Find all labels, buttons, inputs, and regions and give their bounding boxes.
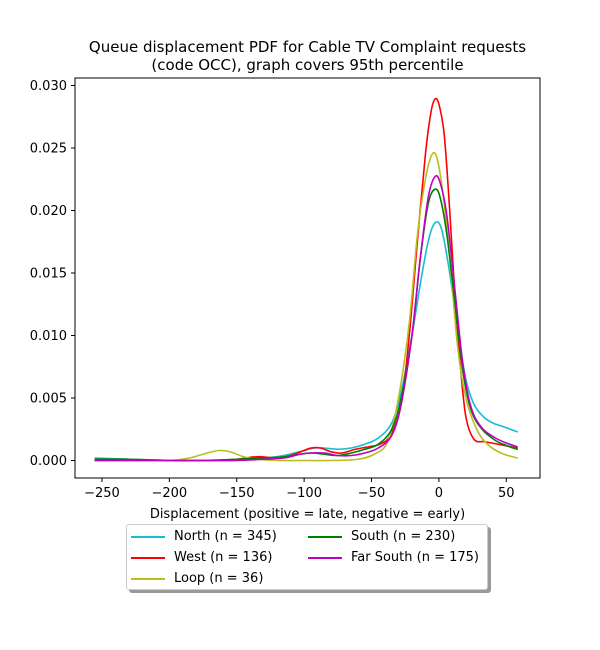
legend: North (n = 345) West (n = 136) Loop (n = 3… [126,524,488,590]
y-tick-label: 0.020 [30,204,67,219]
x-axis-label: Displacement (positive = late, negative … [150,507,465,522]
legend-label: Loop (n = 36) [174,571,264,586]
legend-label: North (n = 345) [174,529,277,544]
legend-swatch [131,557,165,559]
y-tick-label: 0.000 [30,454,67,469]
x-tick-label: −100 [286,486,322,501]
y-tick-label: 0.030 [30,79,67,94]
x-tick-label: 50 [498,486,515,501]
legend-label: West (n = 136) [174,550,273,565]
series-line-4 [94,174,518,462]
x-tick-label: −150 [219,486,255,501]
x-axis-ticks: −250 −200 −150 −100 −50 0 50 [84,478,515,501]
legend-swatch [308,557,342,559]
x-tick-label: −250 [84,486,120,501]
plot-area-frame [74,77,541,479]
chart-title: Queue displacement PDF for Cable TV Comp… [88,38,527,56]
series-line-0 [94,221,518,462]
legend-swatch [131,578,165,580]
y-axis-ticks: 0.000 0.005 0.010 0.015 0.020 0.025 0.030 [30,79,75,469]
y-tick-label: 0.010 [30,329,67,344]
x-tick-label: 0 [435,486,443,501]
x-tick-label: −200 [151,486,187,501]
y-tick-label: 0.015 [30,267,67,282]
x-tick-label: −50 [358,486,385,501]
y-tick-label: 0.005 [30,392,67,407]
chart-subtitle: (code OCC), graph covers 95th percentile [151,56,464,74]
series-line-2 [94,151,518,462]
legend-swatch [131,536,165,538]
series-layer [94,97,518,462]
legend-swatch [308,536,342,538]
series-line-3 [94,188,518,462]
y-tick-label: 0.025 [30,142,67,157]
legend-label: Far South (n = 175) [351,550,479,565]
legend-label: South (n = 230) [351,529,456,544]
